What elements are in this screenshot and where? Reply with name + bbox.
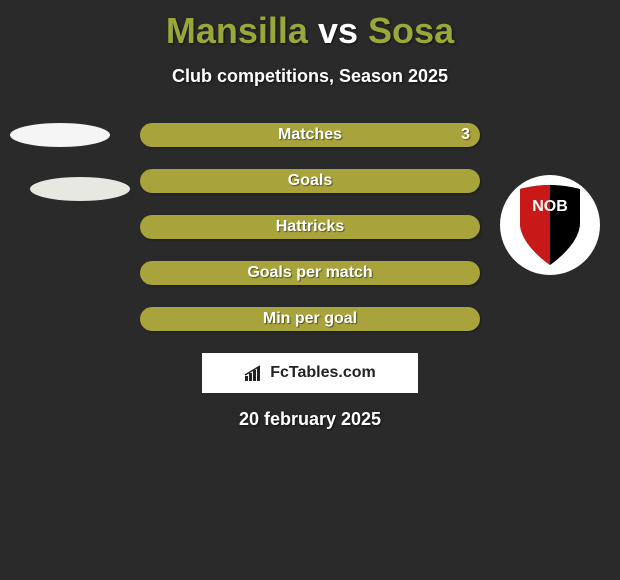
shield-icon: NOB	[514, 183, 586, 267]
vs-text: vs	[318, 10, 358, 51]
bars-icon	[244, 364, 266, 382]
stat-label: Min per goal	[263, 310, 357, 328]
stat-bar-gpm: Goals per match	[140, 261, 480, 285]
stat-bar-goals: Goals	[140, 169, 480, 193]
subtitle: Club competitions, Season 2025	[0, 66, 620, 87]
logo-text: FcTables.com	[270, 364, 376, 382]
club-badge: NOB	[500, 175, 600, 275]
stat-label: Matches	[278, 126, 342, 144]
stat-label: Hattricks	[276, 218, 344, 236]
stat-row: Matches 3	[0, 123, 620, 147]
stat-right-value: 3	[461, 126, 470, 144]
stat-bar-matches: Matches 3	[140, 123, 480, 147]
badge-text: NOB	[532, 198, 568, 215]
stat-bar-mpg: Min per goal	[140, 307, 480, 331]
date-text: 20 february 2025	[0, 409, 620, 430]
stat-label: Goals	[288, 172, 332, 190]
stat-label: Goals per match	[247, 264, 372, 282]
player2-name: Sosa	[368, 10, 454, 51]
stat-row: Min per goal	[0, 307, 620, 331]
page-title: Mansilla vs Sosa	[0, 0, 620, 52]
logo-box: FcTables.com	[202, 353, 418, 393]
stat-bar-hattricks: Hattricks	[140, 215, 480, 239]
player1-name: Mansilla	[166, 10, 308, 51]
